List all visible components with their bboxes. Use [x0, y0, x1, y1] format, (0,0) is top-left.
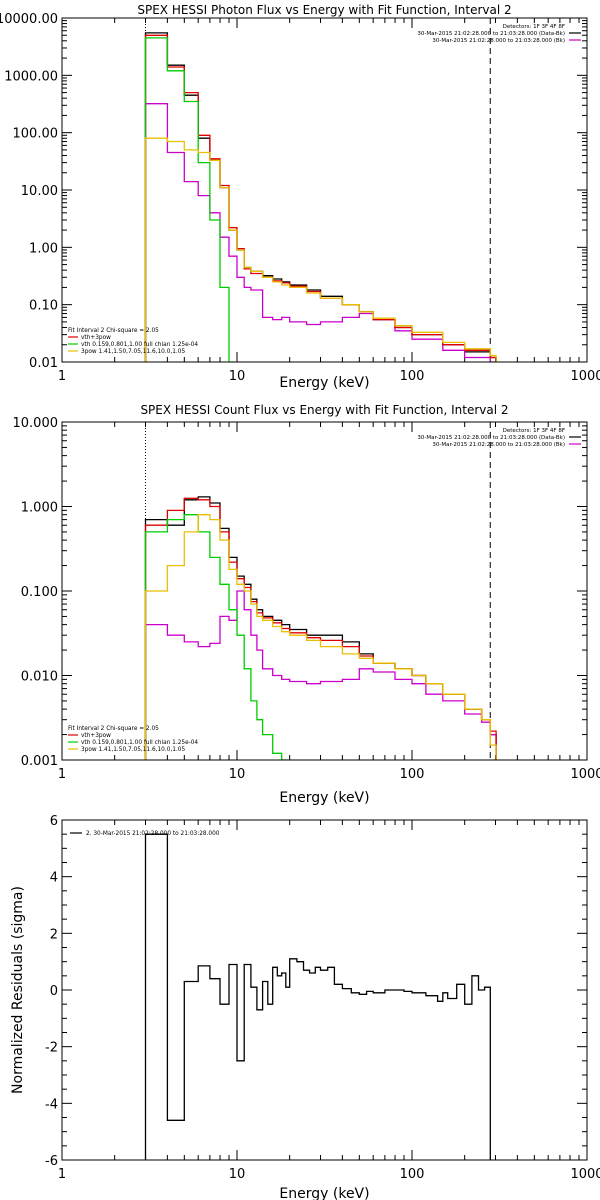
series-line	[144, 833, 491, 1160]
x-tick-label: 1000	[570, 767, 600, 782]
x-axis-label: Energy (keV)	[279, 1186, 369, 1200]
y-tick-label: 4	[50, 871, 58, 886]
plot-frame	[61, 819, 588, 1161]
y-tick-label: 6	[50, 814, 58, 829]
x-axis-label: Energy (keV)	[279, 375, 369, 391]
y-tick-label: 10.00	[21, 184, 58, 199]
info-legend-text: 30-Mar-2015 21:02:28.000 to 21:03:28.000…	[432, 38, 565, 44]
y-tick-label: 0	[50, 984, 58, 999]
y-tick-label: 10000.00	[0, 12, 58, 27]
count-flux-panel: SPEX HESSI Count Flux vs Energy with Fit…	[13, 403, 600, 806]
x-tick-label: 100	[400, 767, 425, 782]
fit-legend-text: 3pow 1.41,1.50,7.05,11.6,10.0,1.05	[81, 349, 185, 355]
y-tick-label: 2	[50, 927, 58, 942]
photon-flux-panel: SPEX HESSI Photon Flux vs Energy with Fi…	[0, 3, 600, 391]
y-tick-label: 10.000	[13, 416, 59, 431]
y-tick-label: 100.00	[13, 127, 59, 142]
y-tick-label: -6	[45, 1154, 58, 1169]
legend-text: 2. 30-Mar-2015 21:02:28.000 to 21:03:28.…	[86, 831, 220, 837]
series-line	[144, 590, 497, 760]
series-line	[144, 514, 288, 760]
plot-frame	[61, 421, 588, 761]
y-tick-label: -4	[45, 1097, 58, 1112]
y-tick-label: -2	[45, 1041, 58, 1056]
y-tick-label: 1.000	[21, 501, 58, 516]
chart-title: SPEX HESSI Count Flux vs Energy with Fit…	[140, 403, 508, 417]
fit-legend-text: vth 0.159,0.801,1.00 full chian 1.25e-04	[81, 740, 198, 746]
chart-title: SPEX HESSI Photon Flux vs Energy with Fi…	[137, 3, 511, 17]
series-line	[144, 34, 497, 362]
x-tick-label: 100	[400, 369, 425, 384]
series-line	[144, 496, 497, 760]
x-tick-label: 10	[229, 767, 246, 782]
series-line	[144, 514, 497, 760]
info-legend-text: Detectors: 1F 3F 4F 8F	[503, 428, 565, 434]
fit-legend-text: vth+3pow	[81, 733, 111, 739]
fit-legend-header: Fit Interval 2 Chi-square = 2.05	[68, 328, 159, 334]
info-legend-text: 30-Mar-2015 21:02:28.000 to 21:03:28.000…	[417, 31, 565, 37]
y-axis-label: Normalized Residuals (sigma)	[10, 886, 26, 1094]
info-legend-text: 30-Mar-2015 21:02:28.000 to 21:03:28.000…	[432, 442, 565, 448]
x-tick-label: 1	[58, 369, 66, 384]
residuals-panel: 1 10 100 1000 -6 -4 -2 0 2 4 6 Energy (keV) Normaliz…	[10, 814, 600, 1200]
fit-legend-text: 3pow 1.41,1.50,7.05,11.6,10.0,1.05	[81, 747, 185, 753]
series-line	[144, 497, 497, 760]
y-tick-label: 0.001	[21, 754, 58, 769]
x-tick-label: 100	[400, 1167, 425, 1182]
series-line	[144, 32, 497, 362]
y-tick-label: 1000.00	[4, 69, 58, 84]
x-axis-label: Energy (keV)	[279, 790, 369, 806]
fit-legend-text: vth+3pow	[81, 335, 111, 341]
x-tick-label: 1000	[570, 369, 600, 384]
y-tick-label: 1.00	[29, 241, 58, 256]
series-line	[144, 37, 235, 362]
x-tick-label: 1	[58, 767, 66, 782]
y-tick-label: 0.10	[29, 299, 58, 314]
y-tick-label: 0.100	[21, 585, 58, 600]
fit-legend-text: vth 0.159,0.801,1.00 full chian 1.25e-04	[81, 342, 198, 348]
plot-frame	[61, 17, 588, 363]
y-tick-label: 0.01	[29, 356, 58, 371]
x-tick-label: 10	[229, 1167, 246, 1182]
info-legend-text: Detectors: 1F 3F 4F 8F	[503, 24, 565, 30]
x-tick-label: 1	[58, 1167, 66, 1182]
x-tick-label: 1000	[570, 1167, 600, 1182]
x-tick-label: 10	[229, 369, 246, 384]
info-legend-text: 30-Mar-2015 21:02:28.000 to 21:03:28.000…	[417, 435, 565, 441]
fit-legend-header: Fit Interval 2 Chi-square = 2.05	[68, 726, 159, 732]
series-line	[144, 137, 497, 362]
y-tick-label: 0.010	[21, 670, 58, 685]
